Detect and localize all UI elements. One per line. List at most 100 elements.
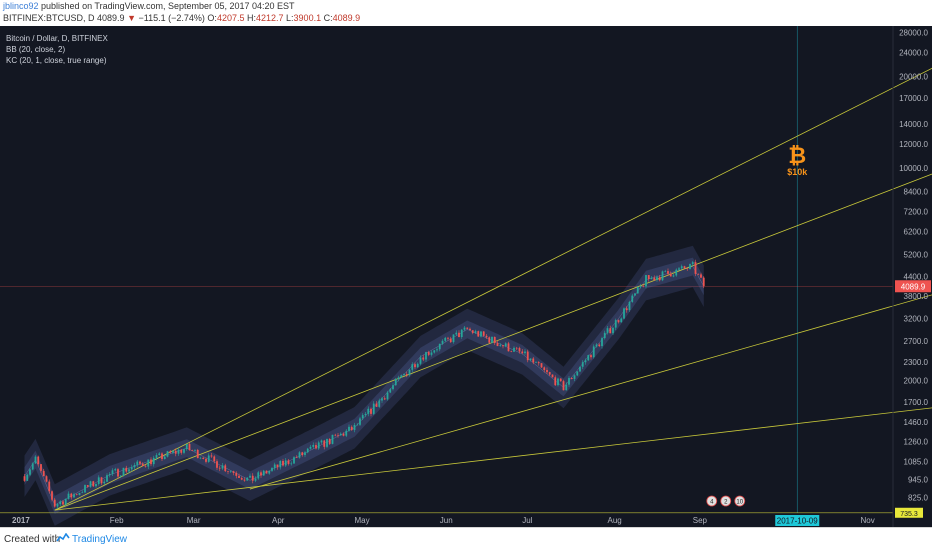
candle-body	[152, 457, 155, 465]
candle-body	[276, 464, 279, 468]
candle	[218, 465, 221, 472]
candle-body	[150, 459, 152, 465]
candle	[353, 422, 356, 433]
y-tick-label: 1700.0	[904, 398, 929, 407]
candle-body	[496, 343, 499, 347]
candle	[488, 336, 491, 344]
candle	[334, 433, 337, 437]
candle	[78, 492, 81, 496]
candle-body	[642, 285, 645, 287]
candle-body	[518, 348, 521, 352]
candle-body	[136, 461, 139, 465]
candle	[634, 293, 636, 296]
candle	[444, 336, 447, 342]
candle-body	[609, 328, 612, 334]
candle	[37, 455, 40, 467]
candle-body	[31, 463, 34, 470]
candle	[606, 325, 609, 335]
candle	[394, 377, 397, 386]
candle	[438, 343, 441, 352]
candle-body	[444, 337, 447, 341]
candle-body	[125, 467, 128, 472]
candle	[114, 467, 117, 472]
candle-body	[359, 418, 361, 425]
candle	[469, 327, 471, 331]
candle-body	[26, 474, 29, 481]
candle-body	[581, 362, 584, 367]
candle	[119, 475, 122, 478]
candle	[97, 475, 100, 486]
candle	[463, 325, 466, 332]
candle	[433, 350, 436, 354]
candle-body	[155, 455, 158, 458]
candle-body	[570, 377, 573, 379]
candle	[474, 329, 477, 334]
candle	[45, 475, 48, 483]
candle	[650, 276, 653, 280]
candle-body	[634, 293, 636, 296]
x-tick-label: Nov	[861, 516, 875, 525]
candle	[282, 458, 284, 467]
candle	[229, 470, 232, 473]
candle-body	[268, 470, 271, 474]
candle-body	[524, 351, 526, 354]
candle	[265, 470, 268, 474]
candle-body	[282, 460, 284, 466]
candle-body	[312, 445, 315, 447]
candle	[370, 407, 372, 417]
candle-body	[232, 471, 235, 473]
candle	[617, 319, 620, 324]
candle-body	[174, 450, 177, 454]
candle	[31, 462, 34, 471]
candle	[515, 346, 518, 351]
candle	[678, 267, 680, 271]
candle	[573, 374, 576, 382]
candle-body	[172, 450, 174, 453]
candle-body	[370, 408, 372, 414]
candle	[694, 259, 697, 277]
candle	[205, 457, 207, 464]
candle	[554, 375, 557, 386]
candle-body	[617, 320, 620, 323]
x-tick-label: Feb	[110, 516, 124, 525]
candle	[103, 479, 106, 485]
legend-kc[interactable]: KC (20, 1, close, true range)	[6, 56, 107, 65]
candle-body	[686, 268, 689, 269]
candle-body	[260, 472, 262, 476]
candle	[51, 490, 53, 502]
chart-area[interactable]: 28000.0 24000.0 20000.0 17000.0 14000.0 12000…	[0, 26, 932, 527]
candle	[416, 362, 419, 369]
candle-body	[158, 453, 161, 456]
y-tick-label: 8400.0	[904, 187, 929, 196]
y-tick-label: 10000.0	[899, 164, 928, 173]
candle	[612, 327, 614, 336]
candle-body	[81, 492, 84, 493]
candle	[48, 479, 51, 494]
y-tick-label: 2000.0	[904, 377, 929, 386]
candle	[320, 439, 323, 445]
candle-body	[647, 275, 650, 280]
candle-body	[568, 377, 570, 385]
candle	[359, 416, 361, 426]
candle-body	[194, 449, 196, 451]
candle	[603, 330, 606, 340]
candle-body	[595, 344, 598, 347]
candle-body	[114, 469, 117, 471]
candle	[26, 473, 29, 481]
candle	[639, 283, 642, 289]
candle-body	[419, 357, 422, 364]
candle	[23, 473, 26, 482]
candle	[42, 468, 45, 477]
candle-body	[397, 377, 400, 380]
candle-body	[221, 465, 224, 469]
author-link[interactable]: jblinco92	[3, 1, 39, 11]
candle-body	[51, 491, 53, 500]
price-chart[interactable]: 28000.0 24000.0 20000.0 17000.0 14000.0 12000…	[0, 26, 932, 527]
tradingview-brand[interactable]: TradingView	[72, 534, 128, 545]
candle-body	[645, 275, 647, 287]
candle-body	[251, 475, 254, 481]
candle-body	[656, 277, 658, 280]
candle	[166, 450, 169, 458]
y-tick-label: 1460.0	[904, 418, 929, 427]
legend-bb[interactable]: BB (20, close, 2)	[6, 45, 66, 54]
